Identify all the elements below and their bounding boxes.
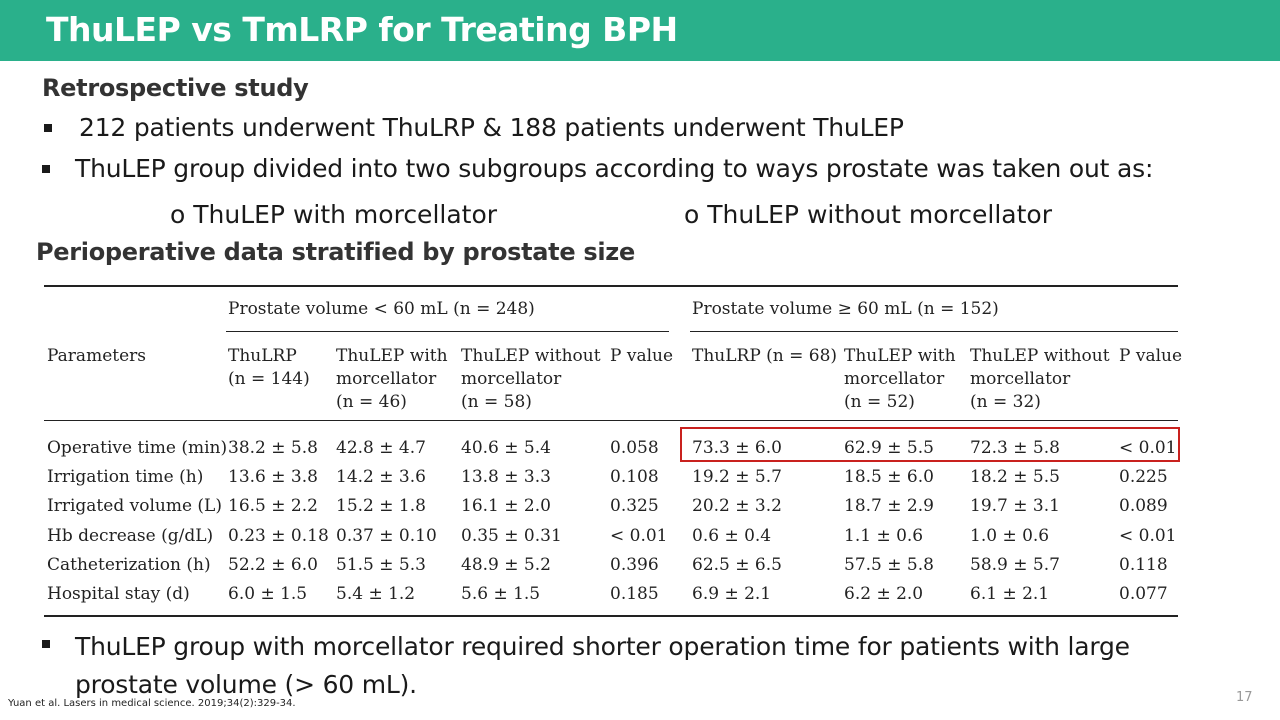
table-cell: 1.1 ± 0.6 [844, 526, 924, 546]
column-header-line: ThuLEP with [336, 346, 448, 366]
title-bar: ThuLEP vs TmLRP for Treating BPH [0, 0, 1280, 61]
table-cell: 0.35 ± 0.31 [461, 526, 562, 546]
table-cell: < 0.01 [1119, 438, 1177, 458]
subitem-without-morcellator: o ThuLEP without morcellator [684, 200, 1052, 229]
group-header-large: Prostate volume ≥ 60 mL (n = 152) [692, 299, 999, 319]
column-header-line: P value [610, 346, 674, 366]
table-cell: 0.325 [610, 496, 659, 516]
table-cell: 42.8 ± 4.7 [336, 438, 426, 458]
table-cell: 13.6 ± 3.8 [228, 467, 318, 487]
column-header-line: morcellator [844, 369, 945, 389]
table-cell: 51.5 ± 5.3 [336, 555, 426, 575]
group-underline-small [226, 331, 669, 332]
column-header-line: morcellator [336, 369, 437, 389]
table-cell: 0.058 [610, 438, 659, 458]
header-bottom-rule [44, 420, 1178, 421]
group-underline-large [690, 331, 1178, 332]
bullet-text: 212 patients underwent ThuLRP & 188 pati… [79, 113, 904, 142]
table-cell: 6.2 ± 2.0 [844, 584, 924, 604]
table-bottom-rule [44, 615, 1178, 617]
operative-time-highlight [680, 427, 1180, 462]
table-cell: 6.9 ± 2.1 [692, 584, 772, 604]
column-header-line: ThuLEP with [844, 346, 956, 366]
table-cell: 18.5 ± 6.0 [844, 467, 934, 487]
table-cell: 14.2 ± 3.6 [336, 467, 426, 487]
table-cell: 48.9 ± 5.2 [461, 555, 551, 575]
table-cell: 5.6 ± 1.5 [461, 584, 541, 604]
table-cell: 0.6 ± 0.4 [692, 526, 772, 546]
parameters-header: Parameters [47, 346, 146, 366]
table-cell: 73.3 ± 6.0 [692, 438, 782, 458]
row-label: Irrigated volume (L) [47, 496, 222, 516]
column-header-line: P value [1119, 346, 1183, 366]
table-cell: 0.396 [610, 555, 659, 575]
table-cell: 0.225 [1119, 467, 1168, 487]
column-header-line: ThuLRP [228, 346, 297, 366]
table-cell: 57.5 ± 5.8 [844, 555, 934, 575]
table-cell: 58.9 ± 5.7 [970, 555, 1060, 575]
table-cell: 0.077 [1119, 584, 1168, 604]
conclusion-line-1: ThuLEP group with morcellator required s… [75, 632, 1130, 661]
table-cell: < 0.01 [1119, 526, 1177, 546]
column-header-line: morcellator [970, 369, 1071, 389]
row-label: Operative time (min) [47, 438, 228, 458]
column-header-line: (n = 144) [228, 369, 310, 389]
table-heading: Perioperative data stratified by prostat… [36, 238, 635, 266]
column-header-line: (n = 52) [844, 392, 915, 412]
citation: Yuan et al. Lasers in medical science. 2… [8, 698, 296, 709]
square-bullet-icon [42, 165, 50, 173]
table-cell: 0.118 [1119, 555, 1168, 575]
square-bullet-icon [44, 124, 52, 132]
table-cell: 1.0 ± 0.6 [970, 526, 1050, 546]
page-number: 17 [1236, 690, 1253, 705]
column-header-line: morcellator [461, 369, 562, 389]
row-label: Hospital stay (d) [47, 584, 190, 604]
table-cell: 19.7 ± 3.1 [970, 496, 1060, 516]
table-cell: 0.23 ± 0.18 [228, 526, 329, 546]
table-cell: 6.1 ± 2.1 [970, 584, 1050, 604]
table-cell: 5.4 ± 1.2 [336, 584, 416, 604]
table-cell: 0.108 [610, 467, 659, 487]
slide-title: ThuLEP vs TmLRP for Treating BPH [46, 10, 678, 49]
table-cell: 0.089 [1119, 496, 1168, 516]
table-cell: 18.7 ± 2.9 [844, 496, 934, 516]
column-header-line: ThuLEP without [461, 346, 601, 366]
table-cell: 62.9 ± 5.5 [844, 438, 934, 458]
column-header-line: ThuLRP (n = 68) [692, 346, 838, 366]
table-cell: 18.2 ± 5.5 [970, 467, 1060, 487]
square-bullet-icon [42, 640, 50, 648]
column-header-line: (n = 32) [970, 392, 1041, 412]
table-cell: 72.3 ± 5.8 [970, 438, 1060, 458]
table-cell: 15.2 ± 1.8 [336, 496, 426, 516]
table-cell: 6.0 ± 1.5 [228, 584, 308, 604]
table-cell: 38.2 ± 5.8 [228, 438, 318, 458]
table-cell: 0.37 ± 0.10 [336, 526, 437, 546]
table-cell: < 0.01 [610, 526, 668, 546]
table-top-rule [44, 285, 1178, 287]
column-header-line: ThuLEP without [970, 346, 1110, 366]
table-cell: 16.1 ± 2.0 [461, 496, 551, 516]
table-cell: 16.5 ± 2.2 [228, 496, 318, 516]
column-header-line: (n = 58) [461, 392, 532, 412]
table-cell: 13.8 ± 3.3 [461, 467, 551, 487]
table-cell: 0.185 [610, 584, 659, 604]
row-label: Hb decrease (g/dL) [47, 526, 214, 546]
table-cell: 52.2 ± 6.0 [228, 555, 318, 575]
table-cell: 62.5 ± 6.5 [692, 555, 782, 575]
row-label: Irrigation time (h) [47, 467, 204, 487]
group-header-small: Prostate volume < 60 mL (n = 248) [228, 299, 535, 319]
row-label: Catheterization (h) [47, 555, 211, 575]
column-header-line: (n = 46) [336, 392, 407, 412]
conclusion-line-2: prostate volume (> 60 mL). [75, 670, 417, 699]
table-cell: 19.2 ± 5.7 [692, 467, 782, 487]
subitem-with-morcellator: o ThuLEP with morcellator [170, 200, 498, 229]
table-cell: 20.2 ± 3.2 [692, 496, 782, 516]
table-cell: 40.6 ± 5.4 [461, 438, 551, 458]
study-type-heading: Retrospective study [42, 74, 309, 102]
bullet-text: ThuLEP group divided into two subgroups … [75, 154, 1154, 183]
